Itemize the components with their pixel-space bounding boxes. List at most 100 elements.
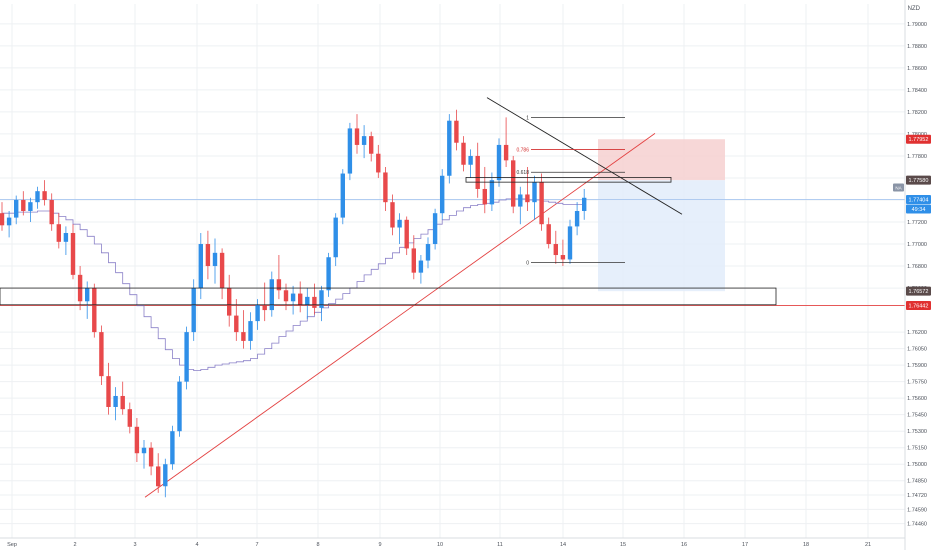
price-badge-bg <box>906 134 931 144</box>
price-tick-label: 1.75450 <box>907 413 927 419</box>
price-tick-label: 1.74720 <box>907 493 927 499</box>
drawings-layer <box>0 133 905 498</box>
candle-body <box>163 464 168 487</box>
candle <box>567 219 573 264</box>
candle-body <box>156 466 161 487</box>
candle-body <box>347 128 353 174</box>
candle <box>454 109 459 151</box>
candle-body <box>553 244 558 256</box>
candle-body <box>234 315 239 333</box>
candle-body <box>148 447 154 467</box>
candle <box>447 114 452 184</box>
candle <box>227 274 232 327</box>
candle <box>141 440 147 469</box>
candle <box>248 312 253 350</box>
candle <box>134 417 140 463</box>
price-tick-label: 1.75900 <box>907 363 927 369</box>
time-tick-label: 10 <box>437 542 443 548</box>
candle-body <box>42 191 47 200</box>
support-zone-box <box>0 287 777 306</box>
candle <box>333 213 338 267</box>
candle-body <box>326 257 331 291</box>
candle <box>475 142 480 198</box>
candle <box>397 213 402 245</box>
candle-body <box>369 136 374 154</box>
price-tick-label: 1.78200 <box>907 110 927 116</box>
candle-body <box>241 332 246 341</box>
candle <box>553 230 558 264</box>
candle-body <box>539 182 544 225</box>
candle <box>21 191 26 216</box>
axis-tag-label: NA <box>895 186 901 191</box>
candle-body <box>227 288 232 316</box>
candle <box>42 180 47 206</box>
price-badge: 1.77952 <box>906 134 931 144</box>
candle <box>489 172 495 211</box>
moving-average-layer <box>2 198 585 371</box>
time-axis[interactable]: Sep 2 3 4 7 8 9 10 11 14 15 16 17 18 21 <box>0 537 905 548</box>
candle <box>156 453 161 493</box>
candle <box>340 169 345 225</box>
candle-body <box>113 395 118 407</box>
candle <box>518 186 523 225</box>
candle-body <box>28 202 33 211</box>
candle-body <box>503 144 509 161</box>
candle-body <box>120 395 125 410</box>
price-badge-label: 1.77952 <box>909 137 929 143</box>
candle <box>496 138 502 187</box>
price-tick-label: 1.75600 <box>907 396 927 402</box>
time-tick-label: 15 <box>620 542 626 548</box>
price-badge: 49:34 <box>906 204 931 214</box>
price-tick-label: 1.77200 <box>907 220 927 226</box>
resistance-zone-box <box>465 177 672 183</box>
price-tick-label: 1.77000 <box>907 242 927 248</box>
candle-body <box>141 447 147 454</box>
price-badge-label: 1.76442 <box>909 303 929 309</box>
candle-body <box>511 160 516 207</box>
candle <box>546 217 551 249</box>
ascending-trendline <box>144 133 656 498</box>
candle-body <box>305 296 310 305</box>
time-tick-label: 2 <box>73 542 76 548</box>
price-tick-label: 1.79000 <box>907 22 927 28</box>
candle-body <box>191 288 196 333</box>
moving-average-line <box>2 198 585 371</box>
candle <box>219 248 225 300</box>
candle-body <box>454 120 459 143</box>
price-axis-bg <box>905 0 932 550</box>
candle <box>212 238 218 284</box>
candle <box>276 255 282 300</box>
candle <box>177 376 182 437</box>
candle <box>191 279 196 341</box>
candle-body <box>298 293 303 305</box>
candle-body <box>447 120 452 176</box>
candle <box>70 224 76 280</box>
price-tick-label: 1.76800 <box>907 264 927 270</box>
candle-body <box>567 226 573 260</box>
candle <box>503 117 509 167</box>
fib-level-label: 0.786 <box>516 148 529 154</box>
candle-body <box>283 290 289 302</box>
candle-body <box>525 194 530 203</box>
candle-body <box>397 219 402 228</box>
candle-body <box>35 191 40 203</box>
candle <box>461 136 466 172</box>
candle-body <box>127 409 132 427</box>
candle-body <box>106 376 111 407</box>
candle-body <box>134 426 140 454</box>
candle-body <box>560 255 566 260</box>
candle <box>127 402 132 434</box>
candle <box>369 131 374 162</box>
candle-body <box>312 296 317 308</box>
candle-body <box>63 233 69 242</box>
currency-label: NZD <box>908 6 921 12</box>
candle <box>425 237 431 269</box>
axis-tag: NA <box>893 183 904 192</box>
price-axis[interactable]: 1.790001.788001.786001.784001.782001.780… <box>904 0 932 550</box>
candle <box>361 125 367 159</box>
price-badge-bg <box>906 204 931 214</box>
time-tick-label: 14 <box>560 542 566 548</box>
candle <box>440 169 445 220</box>
